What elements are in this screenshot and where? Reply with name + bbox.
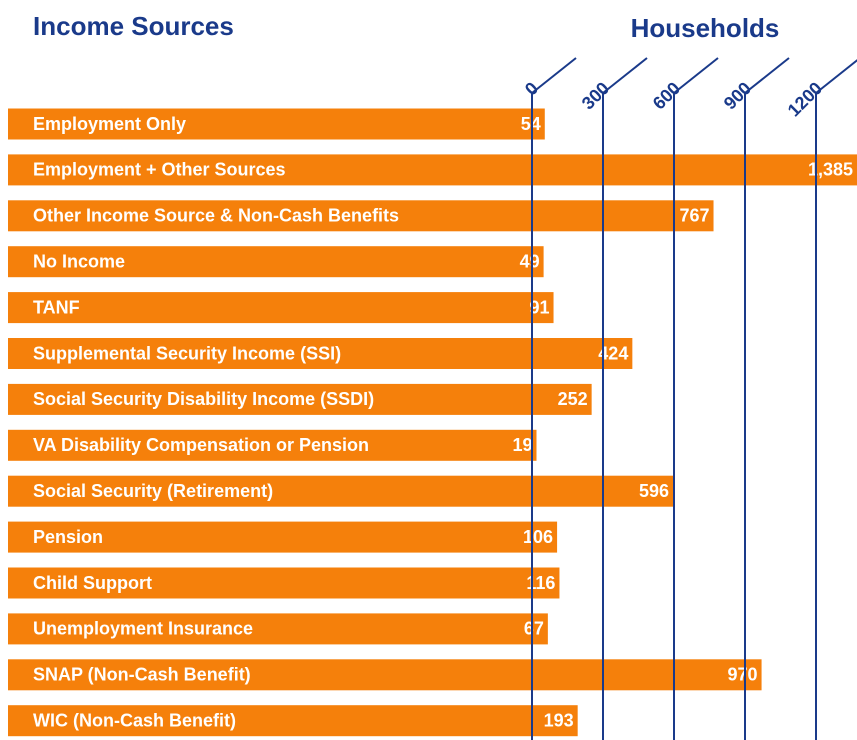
category-label: SNAP (Non-Cash Benefit) [33,665,251,685]
bar [8,338,633,369]
x-tick-label: 600 [649,78,684,113]
category-label: Unemployment Insurance [33,619,253,639]
category-label: Social Security (Retirement) [33,481,273,501]
bar [8,246,544,278]
category-label: Pension [33,527,103,547]
bar [8,108,545,140]
x-tick-label: 300 [578,78,613,113]
tick-mark [744,57,790,94]
value-label: 116 [526,573,555,593]
value-label: 54 [521,114,541,134]
value-label: 252 [558,389,588,409]
x-tick-label: 1200 [784,78,826,120]
x-tick-label: 900 [720,78,755,113]
value-label: 1,385 [808,160,853,180]
category-label: Employment + Other Sources [33,160,286,180]
value-label: 767 [679,206,709,226]
category-label: TANF [33,297,80,317]
bar [8,200,714,232]
bar [8,292,554,324]
bar [8,659,762,691]
category-label: WIC (Non-Cash Benefit) [33,710,236,730]
tick-mark [673,57,719,94]
bar [8,613,548,645]
bar [8,567,560,599]
value-label: 596 [639,481,669,501]
bar [8,154,857,186]
tick-mark [815,59,857,94]
value-label: 67 [524,619,544,639]
category-label: No Income [33,251,125,271]
value-label: 49 [520,251,540,271]
value-label: 19 [512,435,532,455]
value-label: 193 [544,710,574,730]
category-label: Supplemental Security Income (SSI) [33,343,341,363]
bar [8,383,592,415]
category-label: VA Disability Compensation or Pension [33,435,369,455]
bar [8,521,558,553]
tick-mark [602,57,648,94]
category-label: Employment Only [33,114,186,134]
bar [8,705,578,737]
axis-title: Households [631,13,780,43]
value-label: 106 [523,527,553,547]
category-label: Child Support [33,573,152,593]
category-label: Other Income Source & Non-Cash Benefits [33,206,399,226]
value-label: 970 [728,665,758,685]
bar [8,429,537,461]
value-label: 424 [598,343,628,363]
category-label: Social Security Disability Income (SSDI) [33,389,374,409]
tick-mark [531,57,577,94]
bar [8,475,674,507]
value-label: 91 [530,297,550,317]
chart-title: Income Sources [33,11,234,41]
